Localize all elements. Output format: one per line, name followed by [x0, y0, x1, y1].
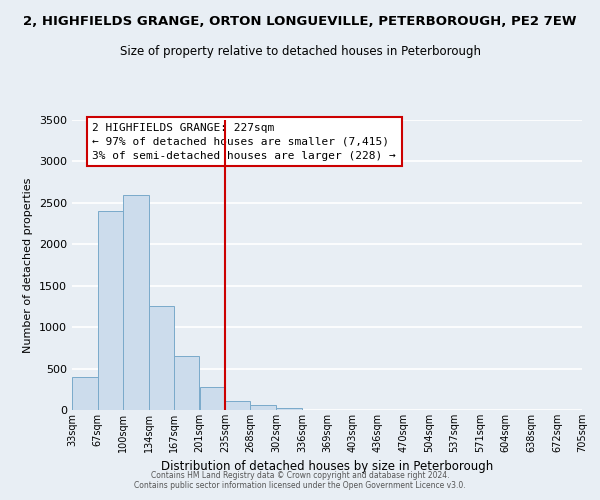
Bar: [123, 194, 149, 410]
Bar: [276, 408, 302, 410]
Bar: [173, 356, 199, 410]
Text: Contains HM Land Registry data © Crown copyright and database right 2024.
Contai: Contains HM Land Registry data © Crown c…: [134, 470, 466, 490]
Text: 2, HIGHFIELDS GRANGE, ORTON LONGUEVILLE, PETERBOROUGH, PE2 7EW: 2, HIGHFIELDS GRANGE, ORTON LONGUEVILLE,…: [23, 15, 577, 28]
Y-axis label: Number of detached properties: Number of detached properties: [23, 178, 34, 352]
Text: Size of property relative to detached houses in Peterborough: Size of property relative to detached ho…: [119, 45, 481, 58]
Bar: [72, 377, 98, 410]
Bar: [98, 211, 123, 410]
Text: 2 HIGHFIELDS GRANGE: 227sqm
← 97% of detached houses are smaller (7,415)
3% of s: 2 HIGHFIELDS GRANGE: 227sqm ← 97% of det…: [92, 123, 396, 161]
Bar: [149, 306, 173, 410]
Bar: [226, 401, 250, 410]
Bar: [250, 406, 276, 410]
Bar: [199, 387, 226, 410]
X-axis label: Distribution of detached houses by size in Peterborough: Distribution of detached houses by size …: [161, 460, 493, 473]
